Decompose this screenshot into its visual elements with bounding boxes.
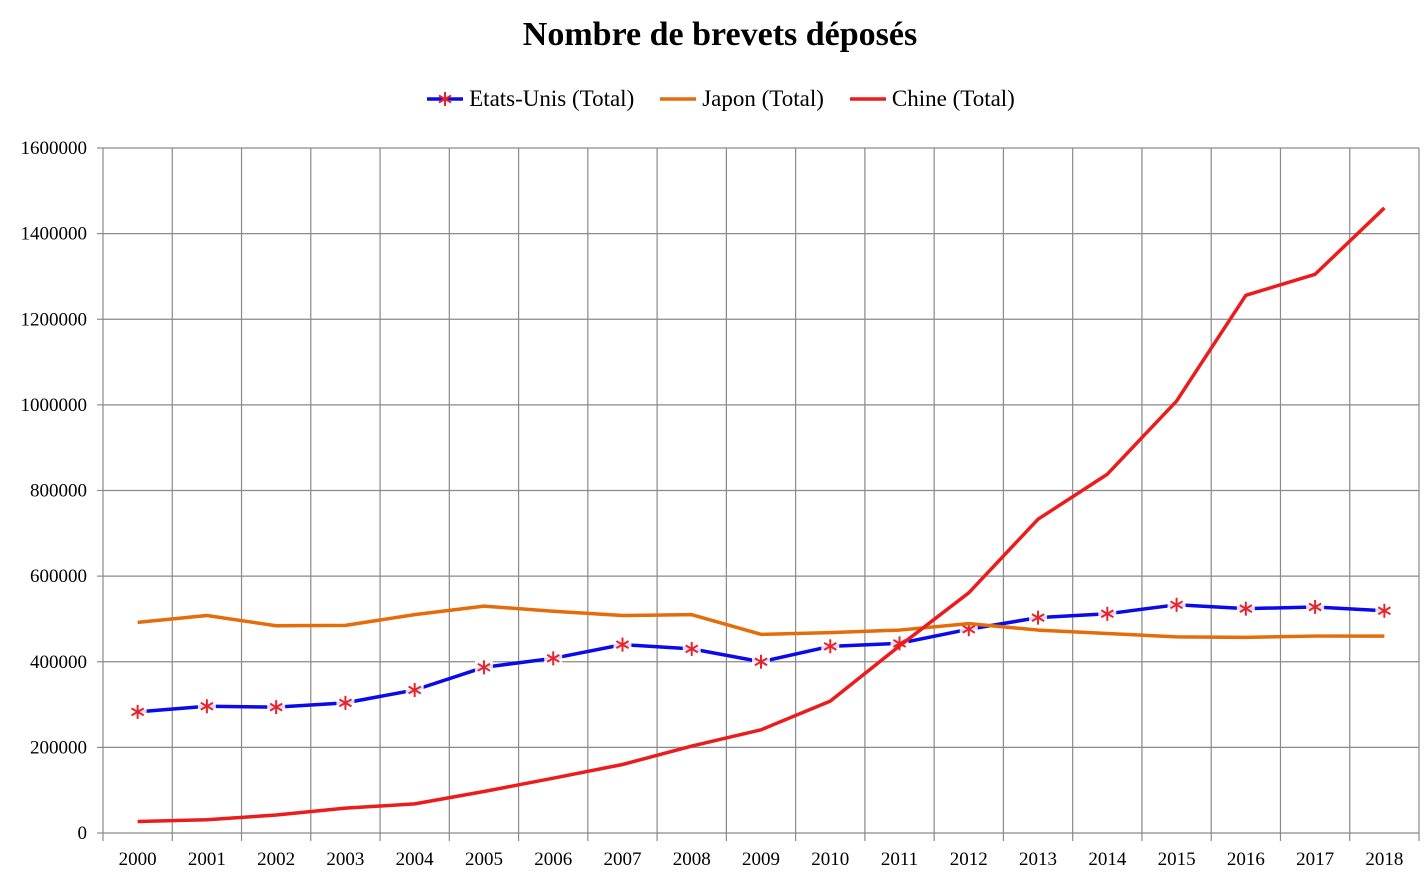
legend-swatch <box>660 97 697 101</box>
x-tick-label: 2010 <box>811 849 849 870</box>
legend-item: Chine (Total) <box>848 86 1015 112</box>
data-point-series-0 <box>544 649 563 668</box>
x-tick-label: 2009 <box>742 849 780 870</box>
y-tick-label: 0 <box>78 823 88 844</box>
y-tick-label: 1600000 <box>21 138 88 159</box>
data-point-series-0 <box>1029 608 1048 627</box>
x-tick-label: 2012 <box>950 849 988 870</box>
series-line-2 <box>137 206 1386 824</box>
legend-swatch <box>849 97 886 101</box>
legend: Etats-Unis (Total) Japon (Total) Chine (To… <box>0 86 1427 112</box>
x-tick-label: 2006 <box>534 849 572 870</box>
x-tick-label: 2014 <box>1088 849 1127 870</box>
legend-item: Etats-Unis (Total) <box>425 86 634 112</box>
data-point-series-0 <box>336 693 355 712</box>
x-tick-label: 2003 <box>326 849 364 870</box>
x-tick-label: 2015 <box>1158 849 1196 870</box>
y-tick-label: 1400000 <box>21 224 88 245</box>
chart-title: Nombre de brevets déposés <box>522 16 918 53</box>
data-point-series-0 <box>197 697 216 716</box>
data-point-series-0 <box>1375 601 1394 620</box>
data-point-series-0 <box>267 698 286 717</box>
legend-item: Japon (Total) <box>658 86 824 112</box>
x-tick-label: 2013 <box>1019 849 1057 870</box>
data-point-series-0 <box>128 702 147 721</box>
legend-swatch <box>427 92 464 106</box>
data-point-series-0 <box>752 652 770 671</box>
x-tick-label: 2000 <box>119 849 157 870</box>
data-point-series-0 <box>1236 599 1255 618</box>
x-tick-label: 2008 <box>673 849 711 870</box>
y-tick-label: 800000 <box>30 481 87 502</box>
y-tick-label: 600000 <box>30 566 87 587</box>
data-point-series-0 <box>682 639 701 658</box>
legend-label: Etats-Unis (Total) <box>469 86 635 111</box>
legend-label: Japon (Total) <box>702 86 824 111</box>
x-tick-label: 2002 <box>257 849 295 870</box>
x-tick-label: 2001 <box>188 849 226 870</box>
x-tick-label: 2018 <box>1365 849 1403 870</box>
data-point-series-0 <box>474 658 493 677</box>
x-tick-label: 2017 <box>1296 849 1334 870</box>
data-point-series-0 <box>1306 597 1325 616</box>
x-tick-label: 2007 <box>603 849 641 870</box>
data-point-series-0 <box>405 681 424 700</box>
x-tick-label: 2016 <box>1227 849 1265 870</box>
y-tick-label: 200000 <box>30 737 87 758</box>
x-tick-label: 2004 <box>396 849 435 870</box>
data-point-series-0 <box>1098 604 1117 623</box>
x-tick-label: 2011 <box>881 849 918 870</box>
y-tick-label: 1200000 <box>21 309 88 330</box>
data-point-series-0 <box>821 637 840 656</box>
legend-label: Chine (Total) <box>891 86 1015 111</box>
y-tick-label: 400000 <box>30 652 87 673</box>
y-tick-label: 1000000 <box>21 395 88 416</box>
series-line-1 <box>137 604 1385 640</box>
data-point-series-0 <box>613 635 632 654</box>
x-tick-label: 2005 <box>465 849 503 870</box>
data-point-series-0 <box>1167 595 1186 614</box>
